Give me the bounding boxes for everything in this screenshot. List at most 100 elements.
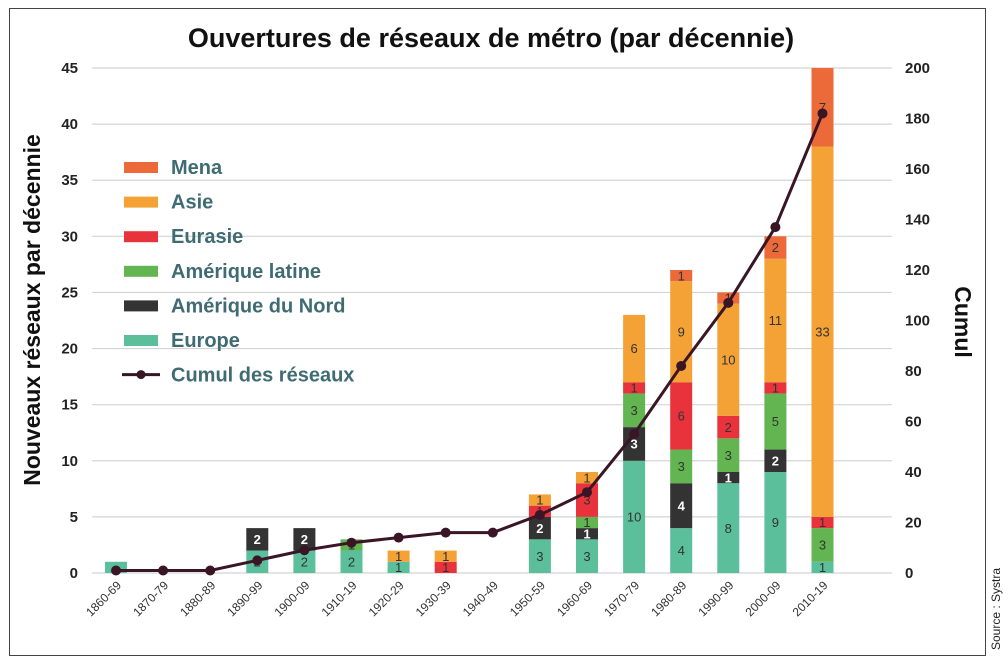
y2-axis-label: Cumul <box>950 286 976 358</box>
y-tick-label: 15 <box>61 397 78 414</box>
bar-data-label: 1 <box>442 560 449 575</box>
bar-data-label: 2 <box>725 420 732 435</box>
bar-data-label: 1 <box>819 515 826 530</box>
y-axis-label: Nouveaux réseaux par décennie <box>19 134 45 486</box>
bar-segment <box>528 516 551 540</box>
y-tick-label: 40 <box>61 116 78 133</box>
bar-segment <box>576 472 598 484</box>
legend-swatch <box>124 231 158 243</box>
legend-label: Amérique latine <box>171 261 321 283</box>
bar-segment <box>434 550 457 562</box>
bar-data-label: 1 <box>819 560 826 575</box>
source-text: Source : Systra <box>989 567 1003 650</box>
bar-segment <box>623 427 646 461</box>
bar-segment <box>434 561 457 573</box>
y2-tick-label: 80 <box>905 363 922 380</box>
y2-tick-label: 140 <box>905 212 930 229</box>
bar-data-label: 3 <box>630 437 637 452</box>
bar-data-label: 3 <box>819 538 826 553</box>
cumulative-line <box>116 112 824 572</box>
x-tick-label: 1860-69 <box>83 578 124 619</box>
bar-segment <box>528 539 551 573</box>
bar-segment <box>717 483 740 573</box>
legend-swatch <box>124 300 158 312</box>
y2-tick-label: 180 <box>905 111 930 128</box>
bar-segment <box>670 449 693 484</box>
x-tick-label: 1930-39 <box>413 578 454 619</box>
bar-data-label: 3 <box>583 549 590 564</box>
bar-segment <box>387 561 410 573</box>
bar-data-label: 1 <box>678 268 685 283</box>
cumulative-point <box>158 565 169 576</box>
bar-data-label: 5 <box>772 414 779 429</box>
bar-segment <box>717 472 740 484</box>
legend-label: Asie <box>171 192 213 214</box>
bar-data-label: 3 <box>725 448 732 463</box>
bar-data-label: 9 <box>772 515 779 530</box>
cumulative-point <box>487 527 498 538</box>
cumulative-point <box>346 537 357 548</box>
bar-data-label: 6 <box>678 409 685 424</box>
bar-data-label: 1 <box>395 560 402 575</box>
bar-segment <box>764 472 787 573</box>
x-tick-label: 2000-09 <box>742 578 783 619</box>
bar-data-label: 2 <box>772 453 779 468</box>
legend-label: Eurasie <box>171 226 243 248</box>
bar-segment <box>811 561 834 573</box>
y-tick-label: 45 <box>61 60 78 77</box>
x-tick-label: 1890-99 <box>224 578 265 619</box>
bar-segment <box>764 393 787 450</box>
x-tick-label: 1990-99 <box>695 578 736 619</box>
bar-segment <box>811 146 834 517</box>
bar-segment <box>576 539 598 573</box>
x-tick-label: 1870-79 <box>130 578 171 619</box>
bar-segment <box>764 258 787 383</box>
legend-swatch <box>124 265 158 277</box>
bar-segment <box>623 382 646 394</box>
y-tick-label: 20 <box>61 341 78 358</box>
y2-tick-label: 0 <box>905 565 913 582</box>
y2-tick-label: 100 <box>905 313 930 330</box>
legend-swatch <box>124 162 158 173</box>
cumulative-point <box>440 527 451 538</box>
bar-segment <box>576 483 598 517</box>
bar-data-label: 2 <box>301 554 308 569</box>
bar-segment <box>623 393 646 428</box>
y-tick-label: 5 <box>70 509 78 526</box>
y2-tick-label: 120 <box>905 262 930 279</box>
bar-data-label: 4 <box>678 498 686 513</box>
legend-swatch <box>124 196 158 208</box>
cumulative-point <box>252 555 263 566</box>
bar-data-label: 1 <box>630 381 637 396</box>
bar-data-label: 4 <box>678 543 685 558</box>
bar-segment <box>670 528 693 573</box>
legend-label: Mena <box>171 157 223 179</box>
bar-segment <box>811 516 834 529</box>
bar-segment <box>764 236 787 259</box>
legend-label: Europe <box>171 330 240 352</box>
bar-segment <box>764 449 787 472</box>
cumulative-point <box>534 509 545 520</box>
chart-title: Ouvertures de réseaux de métro (par déce… <box>188 23 794 53</box>
cumulative-point <box>582 487 592 498</box>
bar-data-label: 2 <box>772 240 779 255</box>
y2-tick-label: 60 <box>905 414 922 431</box>
bar-data-label: 3 <box>583 493 590 508</box>
x-tick-label: 1980-89 <box>648 578 689 619</box>
x-tick-label: 1960-69 <box>554 578 595 619</box>
y2-tick-label: 20 <box>905 515 922 532</box>
legend-label: Cumul des réseaux <box>171 365 354 387</box>
bar-segment <box>293 550 316 573</box>
bar-data-label: 2 <box>301 532 308 547</box>
cumulative-point <box>205 565 216 576</box>
legend-swatch <box>124 335 158 346</box>
bar-segment <box>576 528 598 540</box>
bar-segment <box>670 483 693 529</box>
y-tick-label: 35 <box>61 172 78 189</box>
bar-data-label: 33 <box>815 324 829 339</box>
bar-segment <box>623 460 646 573</box>
bar-data-label: 8 <box>725 521 732 536</box>
bar-data-label: 3 <box>536 549 543 564</box>
bar-segment <box>717 303 740 416</box>
